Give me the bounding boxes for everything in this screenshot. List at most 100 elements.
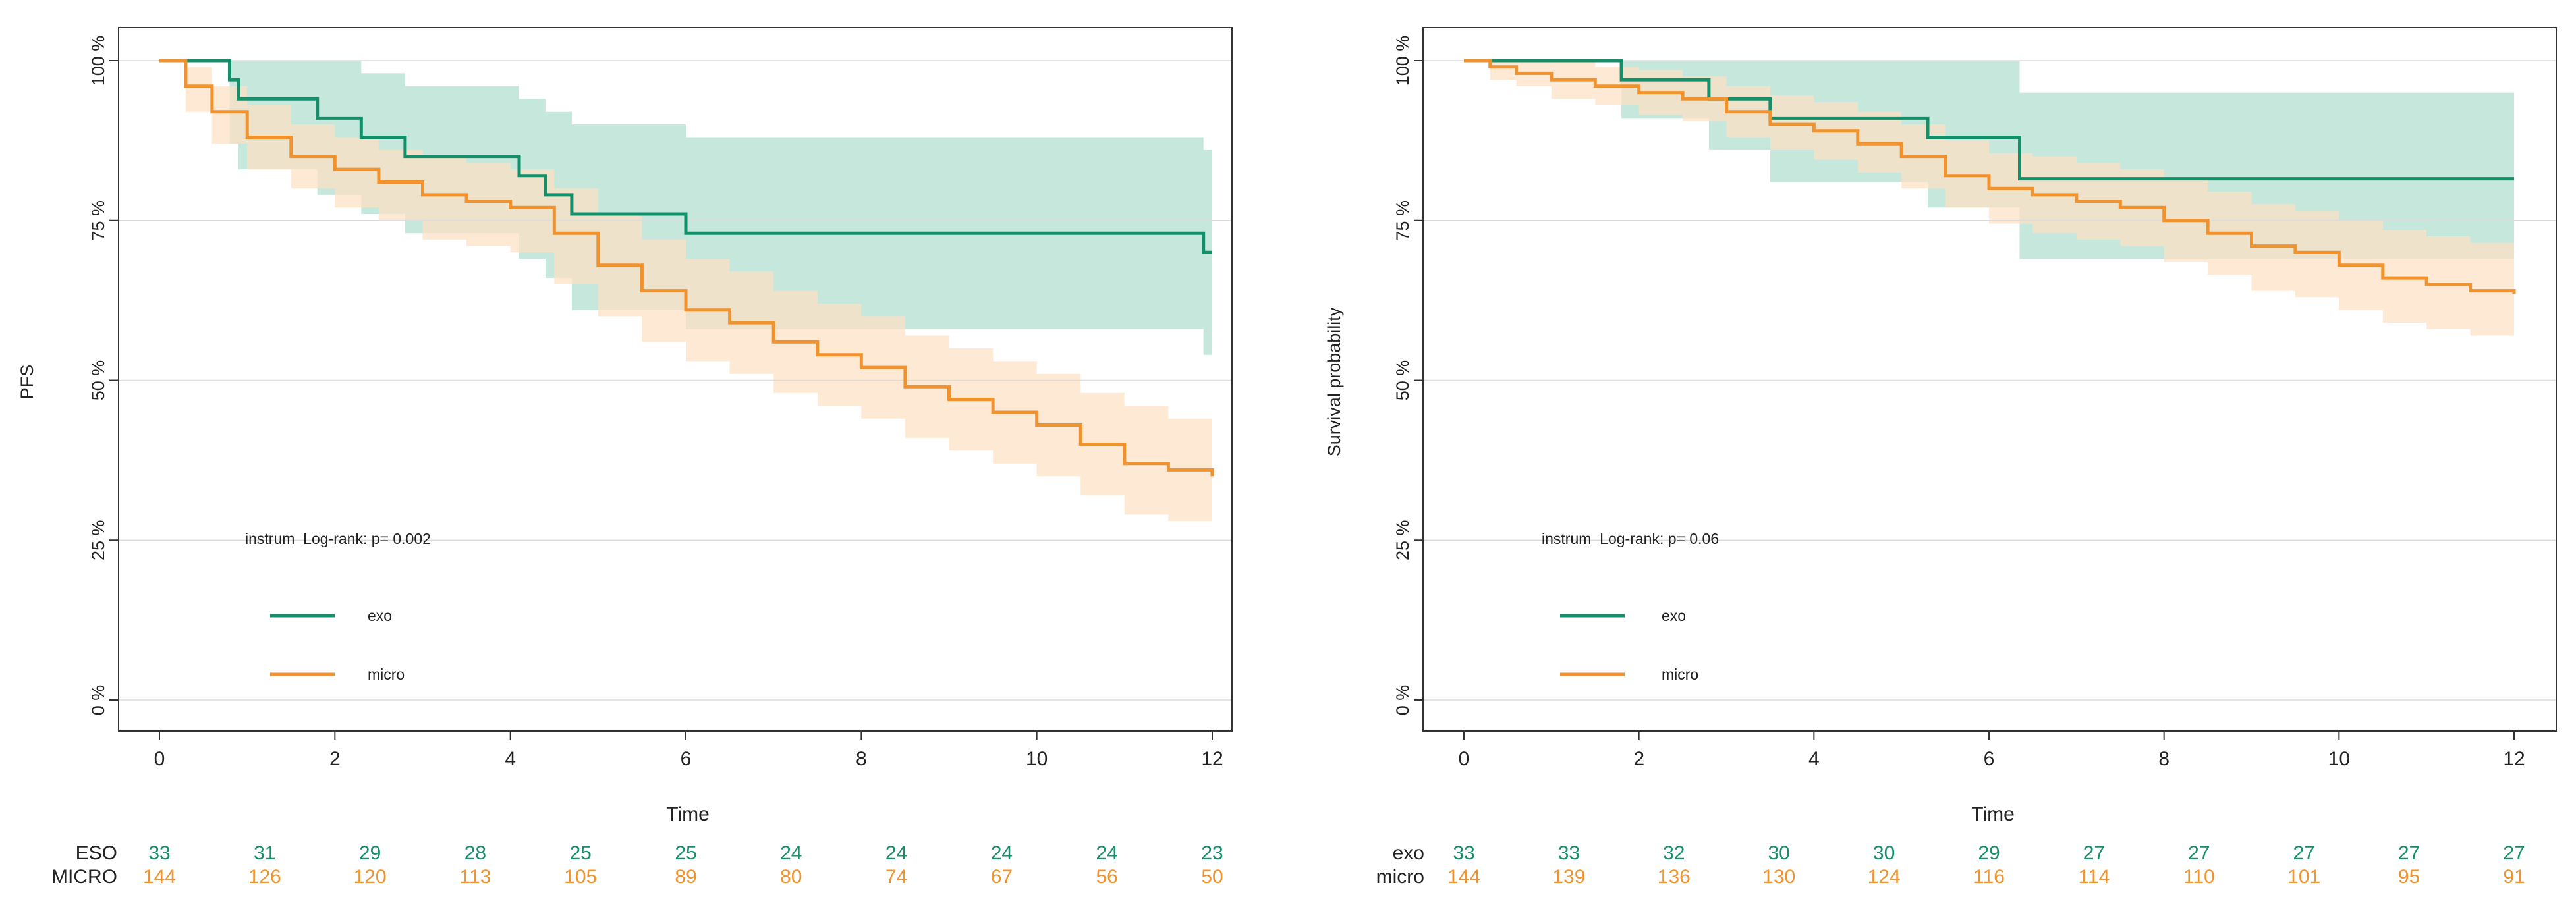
- x-tick-label: 12: [1201, 748, 1223, 770]
- legend-micro-label: micro: [368, 666, 405, 683]
- log-rank-annotation: instrum Log-rank: p= 0.002: [245, 530, 431, 547]
- risk-count-exo: 25: [675, 842, 696, 864]
- risk-count-micro: 139: [1552, 866, 1585, 888]
- risk-count-exo: 24: [885, 842, 907, 864]
- risk-count-micro: 91: [2503, 866, 2525, 888]
- legend-exo-label: exo: [368, 607, 392, 624]
- x-tick-label: 4: [505, 748, 516, 770]
- risk-count-exo: 32: [1663, 842, 1685, 864]
- risk-count-exo: 24: [780, 842, 802, 864]
- y-tick-label: 25 %: [1393, 520, 1413, 560]
- risk-count-exo: 27: [2188, 842, 2210, 864]
- x-tick-label: 10: [2328, 748, 2350, 770]
- risk-count-exo: 33: [1558, 842, 1580, 864]
- x-tick-label: 6: [1984, 748, 1995, 770]
- exo-confidence-band: [159, 61, 1212, 355]
- survival-panel: 0 % 25 % 50 % 75 % 100 % 0 2 4 6 8 10 12 Survival …: [1324, 27, 2557, 888]
- legend-micro-label: micro: [1662, 666, 1698, 683]
- y-tick-label: 75 %: [88, 200, 108, 241]
- risk-count-micro: 130: [1762, 866, 1795, 888]
- x-tick-label: 8: [856, 748, 867, 770]
- x-axis-label: Time: [1971, 803, 2015, 825]
- risk-count-micro: 124: [1868, 866, 1901, 888]
- risk-count-exo: 29: [1978, 842, 2000, 864]
- risk-count-exo: 28: [464, 842, 486, 864]
- gridlines: [1423, 60, 2556, 701]
- y-tick-label: 75 %: [1393, 200, 1413, 241]
- x-tick-label: 0: [1459, 748, 1470, 770]
- x-tick-label: 10: [1026, 748, 1048, 770]
- risk-count-exo: 27: [2503, 842, 2525, 864]
- y-tick-label: 50 %: [88, 360, 108, 401]
- survival-curves: [159, 59, 1214, 477]
- x-axis-ticks: 0 2 4 6 8 10 12: [1459, 731, 2525, 770]
- risk-count-exo: 27: [2083, 842, 2105, 864]
- risk-count-exo: 30: [1873, 842, 1895, 864]
- legend-exo-label: exo: [1662, 607, 1686, 624]
- y-tick-label: 0 %: [1393, 685, 1413, 716]
- risk-count-exo: 33: [148, 842, 170, 864]
- risk-count-exo: 30: [1768, 842, 1790, 864]
- plot-frame: [118, 27, 1233, 732]
- legend: exo micro: [1560, 607, 1698, 683]
- x-tick-label: 2: [1633, 748, 1644, 770]
- risk-count-exo: 29: [359, 842, 381, 864]
- risk-count-micro: 144: [143, 866, 176, 888]
- micro-survival-curve: [1464, 59, 2516, 294]
- risk-table: exo 33 33 32 30 30 29 27 27 27 27 27 micro 144 139 136 1…: [1376, 842, 2525, 888]
- y-tick-label: 0 %: [88, 685, 108, 716]
- risk-count-micro: 105: [564, 866, 597, 888]
- x-tick-label: 0: [154, 748, 165, 770]
- risk-count-micro: 126: [248, 866, 281, 888]
- risk-count-micro: 120: [354, 866, 387, 888]
- micro-survival-curve: [159, 59, 1214, 477]
- risk-count-micro: 67: [991, 866, 1013, 888]
- risk-count-micro: 114: [2078, 866, 2110, 888]
- risk-count-exo: 33: [1453, 842, 1474, 864]
- x-axis-label: Time: [666, 803, 710, 825]
- risk-count-micro: 110: [2183, 866, 2215, 888]
- risk-count-micro: 113: [459, 866, 491, 888]
- x-tick-label: 2: [329, 748, 341, 770]
- y-tick-label: 100 %: [1393, 36, 1413, 86]
- pfs-panel: 0 %25 %50 %75 %100 % 0 2 4 6 8 10 12 PFS Time …: [17, 27, 1233, 888]
- y-axis-label: Survival probability: [1324, 307, 1344, 456]
- y-tick-label: 100 %: [88, 36, 108, 86]
- risk-count-micro: 116: [1973, 866, 2005, 888]
- risk-count-micro: 136: [1658, 866, 1691, 888]
- x-tick-label: 12: [2503, 748, 2525, 770]
- risk-row-label: micro: [1376, 866, 1424, 888]
- y-axis-label: PFS: [17, 365, 37, 400]
- risk-count-micro: 95: [2398, 866, 2420, 888]
- micro-confidence-band: [1464, 61, 2514, 342]
- risk-row-label: MICRO: [51, 866, 117, 888]
- risk-count-exo: 31: [254, 842, 275, 864]
- risk-count-micro: 89: [675, 866, 696, 888]
- risk-count-exo: 25: [570, 842, 592, 864]
- y-tick-label: 25 %: [88, 520, 108, 560]
- legend: exo micro: [270, 607, 405, 683]
- risk-count-micro: 50: [1201, 866, 1223, 888]
- risk-count-micro: 74: [885, 866, 907, 888]
- survival-curves: [1464, 59, 2516, 294]
- y-tick-label: 50 %: [1393, 360, 1413, 401]
- risk-row-label: exo: [1393, 842, 1424, 864]
- risk-table: ESO 33 31 29 28 25 25 24 24 24 24 23 MICRO 144 126 120 1…: [51, 842, 1223, 888]
- risk-count-micro: 144: [1447, 866, 1480, 888]
- exo-survival-curve: [1464, 59, 2514, 181]
- plot-border: [118, 27, 1233, 732]
- risk-row-label: ESO: [76, 842, 117, 864]
- risk-count-exo: 24: [1096, 842, 1118, 864]
- gridlines: [119, 60, 1232, 701]
- risk-count-micro: 101: [2287, 866, 2320, 888]
- log-rank-annotation: instrum Log-rank: p= 0.06: [1542, 530, 1719, 547]
- risk-count-exo: 23: [1201, 842, 1223, 864]
- y-axis-ticks: 0 % 25 % 50 % 75 % 100 %: [1393, 36, 1423, 716]
- x-axis-ticks: 0 2 4 6 8 10 12: [154, 731, 1223, 770]
- x-tick-label: 8: [2158, 748, 2170, 770]
- risk-count-micro: 56: [1096, 866, 1118, 888]
- y-axis-ticks: 0 % 25 % 50 % 75 % 100 %: [88, 36, 119, 716]
- risk-count-exo: 27: [2398, 842, 2420, 864]
- risk-count-micro: 80: [780, 866, 802, 888]
